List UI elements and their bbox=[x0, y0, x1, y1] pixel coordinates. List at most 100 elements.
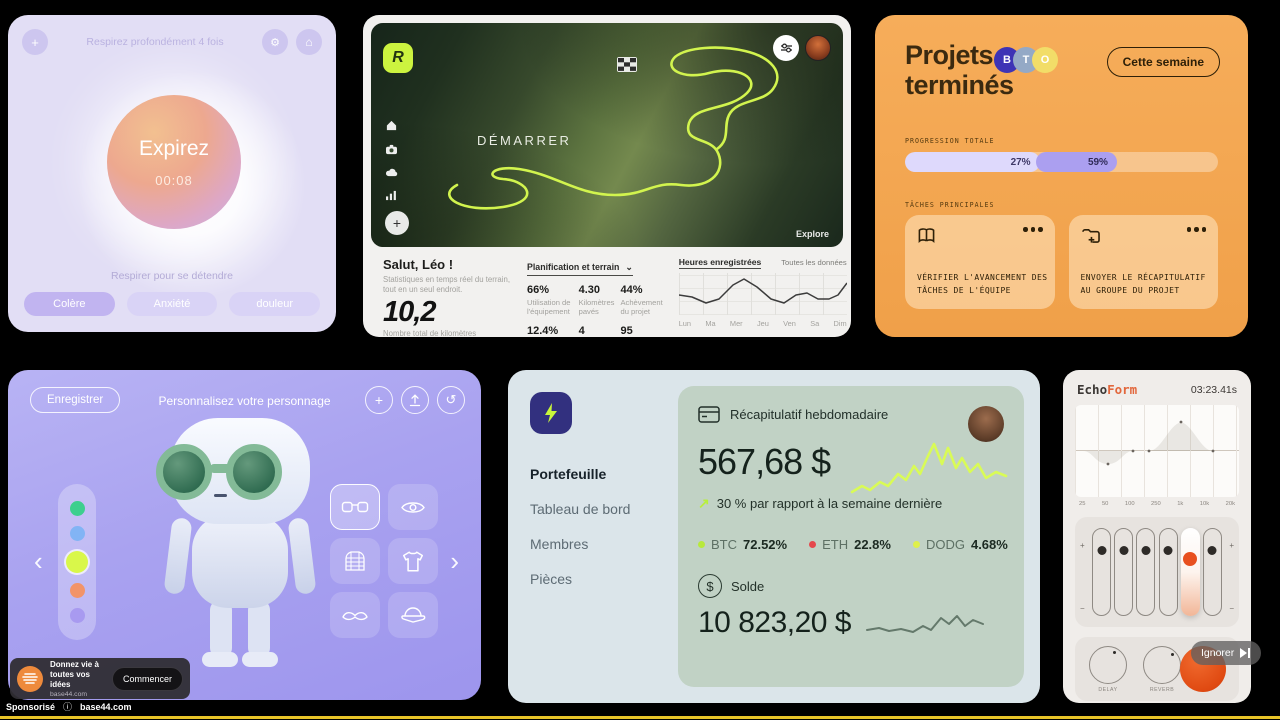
skip-ad-button[interactable]: Ignorer bbox=[1191, 641, 1262, 665]
nav-membres[interactable]: Membres bbox=[530, 536, 589, 552]
stat-cell: 44% Achèvement du projet bbox=[620, 283, 663, 316]
coin-btc: BTC 72.52% bbox=[698, 537, 787, 552]
ad-banner[interactable]: Donnez vie à toutes vos idées base44.com… bbox=[10, 658, 190, 699]
stat-cell: 95Jours ouvrés bbox=[620, 325, 633, 337]
advertiser-domain[interactable]: base44.com bbox=[80, 701, 132, 712]
color-swatch-purple[interactable] bbox=[69, 608, 85, 623]
avatar-o[interactable]: O bbox=[1032, 47, 1058, 73]
option-mustache[interactable] bbox=[330, 592, 380, 638]
stat-cell: 12.4%Précipitations bbox=[527, 325, 559, 337]
chevron-down-icon: ⌄ bbox=[625, 261, 633, 272]
eq-graph[interactable] bbox=[1075, 405, 1239, 497]
next-arrow[interactable]: › bbox=[450, 546, 459, 577]
add-button[interactable]: + bbox=[22, 29, 48, 55]
category-dropdown[interactable]: Planification et terrain ⌄ bbox=[527, 262, 633, 276]
nav-tableau-de-bord[interactable]: Tableau de bord bbox=[530, 501, 631, 517]
task-card-send-summary[interactable]: ENVOYER LE RÉCAPITULATIF AU GROUPE DU PR… bbox=[1068, 215, 1218, 309]
nav-portefeuille[interactable]: Portefeuille bbox=[530, 466, 607, 482]
start-label[interactable]: DÉMARRER bbox=[477, 133, 572, 148]
option-eyes[interactable] bbox=[388, 484, 438, 530]
wallet-card: Portefeuille Tableau de bord Membres Piè… bbox=[508, 370, 1040, 703]
progress-section-label: PROGRESSION TOTALE bbox=[905, 137, 995, 145]
change-text: 30 % par rapport à la semaine dernière bbox=[716, 496, 943, 511]
eq-slider-3[interactable] bbox=[1136, 528, 1156, 616]
total-kilometers-label[interactable]: Nombre total de kilomètres bbox=[383, 329, 477, 337]
skip-label: Ignorer bbox=[1201, 647, 1235, 659]
weekly-sparkline bbox=[850, 442, 1008, 494]
ad-cta-button[interactable]: Commencer bbox=[111, 666, 183, 691]
reverb-knob[interactable] bbox=[1143, 645, 1181, 684]
minus-mark: − bbox=[1229, 604, 1234, 613]
add-button[interactable]: + bbox=[365, 386, 393, 414]
tag-colere[interactable]: Colère bbox=[24, 292, 115, 316]
settings-button[interactable]: ⚙ bbox=[262, 29, 288, 55]
home-icon[interactable] bbox=[385, 119, 398, 131]
upload-button[interactable] bbox=[401, 386, 429, 414]
color-swatch-green[interactable] bbox=[69, 501, 85, 516]
color-swatch-blue[interactable] bbox=[69, 526, 85, 541]
explore-link[interactable]: Explore bbox=[795, 229, 829, 239]
previous-arrow[interactable]: ‹ bbox=[34, 546, 43, 577]
ad-headline: Donnez vie à toutes vos idées bbox=[50, 659, 99, 689]
tag-anxiete[interactable]: Anxiété bbox=[126, 292, 218, 316]
tag-douleur[interactable]: douleur bbox=[229, 292, 321, 316]
terrain-map[interactable]: R bbox=[371, 23, 843, 247]
camera-icon[interactable] bbox=[385, 144, 398, 155]
info-icon[interactable]: ⓘ bbox=[63, 702, 73, 712]
trail-app-logo: R bbox=[383, 43, 413, 73]
ad-domain: base44.com bbox=[50, 690, 88, 698]
option-jacket[interactable] bbox=[330, 538, 380, 584]
progress-segment-2: 59% bbox=[1035, 152, 1117, 172]
total-progress-bar[interactable]: 27% 59% bbox=[905, 152, 1218, 172]
delay-label: DELAY bbox=[1098, 686, 1118, 693]
eq-slider-6[interactable] bbox=[1202, 528, 1222, 616]
option-glasses[interactable] bbox=[330, 484, 380, 530]
more-options-icon[interactable] bbox=[1186, 227, 1206, 232]
breath-timer: 00:08 bbox=[155, 172, 193, 188]
projects-card: Projets terminés B T O Cette semaine PRO… bbox=[875, 15, 1248, 337]
plus-icon: + bbox=[374, 392, 384, 408]
wallet-user-avatar[interactable] bbox=[968, 406, 1004, 442]
mustache-icon bbox=[342, 611, 368, 620]
progress-segment-1: 27% bbox=[905, 152, 1040, 172]
weekly-amount: 567,68 $ bbox=[698, 441, 831, 482]
hours-chart: Heures enregistrées Toutes les données L… bbox=[678, 257, 848, 328]
eq-slider-4[interactable] bbox=[1158, 528, 1178, 616]
cloud-icon[interactable] bbox=[385, 168, 398, 177]
nav-pieces[interactable]: Pièces bbox=[530, 571, 573, 587]
reset-button[interactable]: ↺ bbox=[437, 386, 465, 414]
zoom-in-button[interactable]: + bbox=[385, 211, 409, 235]
wallet-nav: Portefeuille Tableau de bord Membres Piè… bbox=[530, 466, 630, 587]
dropdown-label: Planification et terrain bbox=[527, 262, 620, 272]
task-card-check-progress[interactable]: VÉRIFIER L'AVANCEMENT DES TÂCHES DE L'ÉQ… bbox=[905, 215, 1055, 309]
finish-flag-icon bbox=[617, 57, 637, 77]
breath-phase-label: Expirez bbox=[138, 136, 210, 160]
all-data-link[interactable]: Toutes les données bbox=[781, 258, 847, 267]
skip-icon bbox=[1240, 648, 1251, 658]
color-swatch-orange[interactable] bbox=[69, 583, 85, 598]
delay-knob[interactable] bbox=[1089, 645, 1127, 684]
breath-circle[interactable]: Expirez 00:08 bbox=[107, 95, 241, 229]
eq-slider-5-active[interactable] bbox=[1180, 528, 1200, 616]
stats-icon[interactable] bbox=[385, 190, 398, 201]
minus-mark: − bbox=[1080, 604, 1085, 613]
save-button[interactable]: Enregistrer bbox=[30, 387, 121, 413]
color-swatch-lime-selected[interactable] bbox=[66, 551, 88, 573]
hours-chart-title[interactable]: Heures enregistrées bbox=[678, 257, 762, 269]
eq-slider-2[interactable] bbox=[1114, 528, 1134, 616]
greeting: Salut, Léo ! bbox=[383, 257, 454, 272]
trail-path bbox=[448, 46, 779, 210]
tasks-section-label: TÂCHES PRINCIPALES bbox=[905, 201, 995, 209]
filters-button[interactable] bbox=[773, 35, 799, 61]
more-options-icon[interactable] bbox=[1023, 227, 1043, 232]
home-button[interactable]: ⌂ bbox=[296, 29, 322, 55]
option-cap[interactable] bbox=[388, 592, 438, 638]
week-filter-button[interactable]: Cette semaine bbox=[1106, 47, 1220, 77]
plus-icon: + bbox=[392, 215, 402, 231]
option-tshirt[interactable] bbox=[388, 538, 438, 584]
video-progress-bar[interactable] bbox=[0, 716, 1280, 719]
eq-slider-1[interactable] bbox=[1092, 528, 1111, 616]
user-avatar[interactable] bbox=[805, 35, 831, 61]
plus-mark: + bbox=[1080, 541, 1085, 550]
balance-label: Solde bbox=[731, 578, 765, 594]
